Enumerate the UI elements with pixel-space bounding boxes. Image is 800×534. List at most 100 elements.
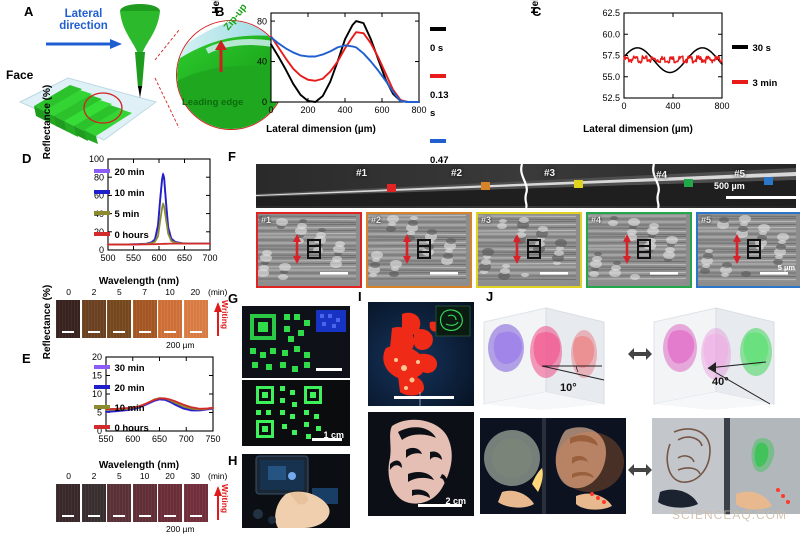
sem-tile-4: #4 xyxy=(586,212,692,288)
zoom-callout-lines xyxy=(154,29,180,129)
micrograph-cell xyxy=(132,484,157,522)
svg-text:5: 5 xyxy=(97,408,102,418)
legend-swatch xyxy=(94,189,110,194)
legend-swatch xyxy=(94,168,110,173)
svg-text:55.0: 55.0 xyxy=(602,72,620,82)
panel-c-plot: 0 400 800 52.5 55.0 57.5 60.0 62.5 xyxy=(602,8,729,111)
svg-text:400: 400 xyxy=(337,105,352,115)
panel-e-label: E xyxy=(22,351,31,366)
panel-f-sem-row: #1 #2 #3 #4 #5 5 µm xyxy=(256,212,800,288)
micrograph-time-label: 0 xyxy=(66,471,72,481)
overview-tag-5: #5 xyxy=(734,169,746,180)
sem-tile-tag: #2 xyxy=(371,215,382,225)
svg-text:10: 10 xyxy=(92,389,102,399)
panel-d-strip-unit: (min) xyxy=(208,287,228,297)
scale-bar xyxy=(138,515,151,517)
micrograph-cell xyxy=(56,300,81,338)
scale-bar xyxy=(87,331,100,333)
micrograph-cell xyxy=(107,300,132,338)
scale-bar xyxy=(164,331,177,333)
sem-tile-3: #3 xyxy=(476,212,582,288)
svg-text:600: 600 xyxy=(151,253,166,263)
legend-label: 5 min xyxy=(114,209,140,220)
roi-marker-4 xyxy=(684,179,693,187)
period-arrow-icon xyxy=(623,234,651,264)
panel-a-label: A xyxy=(24,4,34,19)
panel-c-legend: 30 s 3 min xyxy=(732,38,777,91)
svg-text:550: 550 xyxy=(126,253,141,263)
micrograph-cell xyxy=(81,300,106,338)
roi-marker-2 xyxy=(481,182,490,190)
sem-tile-2: #2 xyxy=(366,212,472,288)
svg-text:750: 750 xyxy=(205,434,220,444)
panel-a: A Lateral direction Fa xyxy=(0,0,286,148)
scale-bar xyxy=(87,515,100,517)
panel-g-qr-dark-photo xyxy=(242,306,350,378)
svg-text:700: 700 xyxy=(202,253,217,263)
legend-label: 20 min xyxy=(114,383,145,394)
svg-text:200: 200 xyxy=(300,105,315,115)
panel-d-xlabel: Wavelength (nm) xyxy=(98,276,180,287)
panel-c: C Height (µm) Lateral dimension (µm) 0 40… xyxy=(508,0,800,145)
micrograph-time-label: 10 xyxy=(165,287,175,297)
panel-d: D Reflectance (%) Wavelength (nm) 500 550… xyxy=(20,85,230,363)
svg-text:0: 0 xyxy=(262,97,267,107)
panel-j-scene-left: 10° xyxy=(480,300,630,410)
panel-d-legend: 20 min 10 min 5 min 0 hours xyxy=(94,162,149,243)
period-arrow-icon xyxy=(733,234,761,264)
panel-d-scale-label: 200 µm xyxy=(166,340,195,350)
legend-label: 0 hours xyxy=(114,230,149,241)
svg-text:550: 550 xyxy=(98,434,113,444)
panel-h: H xyxy=(228,452,358,530)
panel-d-ylabel: Reflectance (%) xyxy=(42,84,53,160)
overview-tag-2: #2 xyxy=(451,168,463,179)
panel-e-strip-unit: (min) xyxy=(208,471,228,481)
svg-text:800: 800 xyxy=(714,101,729,111)
legend-swatch xyxy=(94,210,110,215)
scale-bar xyxy=(113,331,126,333)
panel-j-photo-left xyxy=(480,418,626,514)
svg-text:0: 0 xyxy=(621,101,626,111)
panel-d-writing-label: Writing xyxy=(220,300,230,330)
zipup-arrow-icon xyxy=(215,40,227,72)
panel-h-label: H xyxy=(228,453,238,468)
micrograph-time-label: 20 xyxy=(165,471,175,481)
scale-bar xyxy=(189,515,202,517)
panel-e-legend: 30 min 20 min 10 min 0 hours xyxy=(94,358,149,436)
legend-swatch xyxy=(94,364,110,369)
panel-i-red-emission-photo xyxy=(368,302,474,406)
svg-text:15: 15 xyxy=(92,371,102,381)
panel-j-scene-right: 40° xyxy=(650,300,800,410)
micrograph-time-label: 5 xyxy=(116,287,122,297)
legend-swatch xyxy=(430,26,446,31)
panel-d-micrograph-strip xyxy=(56,300,208,338)
scale-bar xyxy=(113,515,126,517)
panel-f: F #1 #2 #3 #4 #5 500 µm #1 #2 #3 #4 # xyxy=(228,148,800,290)
panel-e-xlabel: Wavelength (nm) xyxy=(98,460,180,471)
sem-tile-1: #1 xyxy=(256,212,362,288)
legend-label: 30 s xyxy=(752,43,771,54)
sem-tile-tag: #5 xyxy=(701,215,712,225)
svg-text:700: 700 xyxy=(179,434,194,444)
svg-text:400: 400 xyxy=(665,101,680,111)
svg-text:0: 0 xyxy=(99,245,104,255)
scale-bar xyxy=(62,515,75,517)
scale-bar xyxy=(138,331,151,333)
svg-text:80: 80 xyxy=(257,16,267,26)
legend-label: 0 hours xyxy=(114,423,149,434)
panel-f-overview-scale: 500 µm xyxy=(714,181,745,191)
legend-swatch xyxy=(94,404,110,409)
writing-arrow-icon xyxy=(214,302,222,336)
sem-tile-tag: #1 xyxy=(261,215,272,225)
micrograph-cell xyxy=(132,300,157,338)
panel-j: J 10° xyxy=(480,290,800,530)
panel-e-writing-label: Writing xyxy=(220,484,230,514)
legend-label: 0 s xyxy=(430,43,444,54)
watermark: SCIENCEAQ.COM xyxy=(672,508,788,522)
micrograph-cell xyxy=(183,484,208,522)
panel-i-scale-label: 2 cm xyxy=(445,496,466,506)
period-arrow-icon xyxy=(293,234,321,264)
panel-e-strip-labels: 0 2 5 10 20 30 xyxy=(56,471,208,483)
svg-text:600: 600 xyxy=(374,105,389,115)
panel-g: G xyxy=(228,292,358,452)
